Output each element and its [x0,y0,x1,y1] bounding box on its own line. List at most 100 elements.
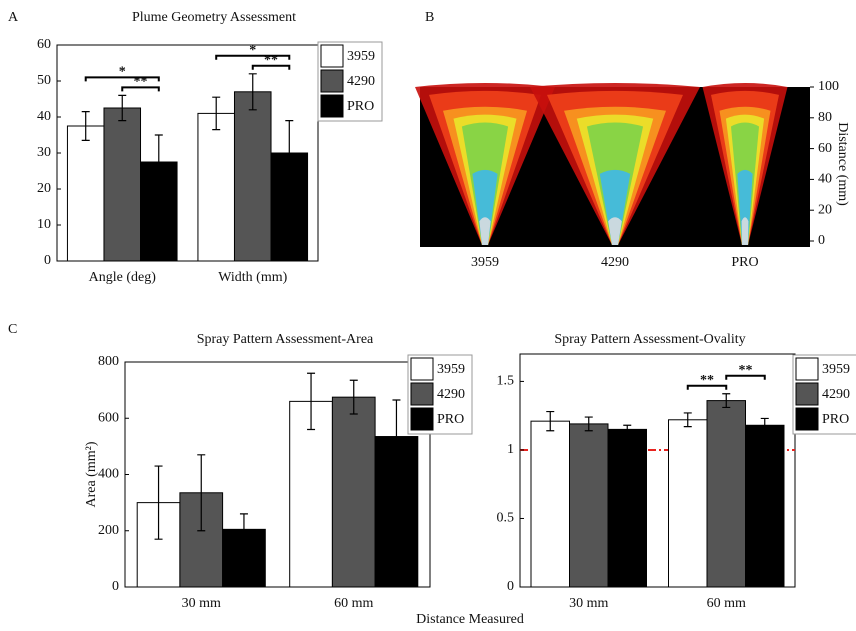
panel-label: C [8,322,17,337]
error-bar [154,465,163,540]
error-bar [760,417,769,433]
y-tick-label: 1 [507,442,514,457]
y-tick-label: 40 [37,109,51,124]
y-axis-label: Area (mm²) [84,441,99,507]
error-bar [307,372,316,431]
legend-swatch [410,407,434,431]
x-tick-label: PRO [731,255,758,270]
significance-bracket [215,54,291,60]
y-tick-label: 600 [98,410,119,425]
legend-label: PRO [347,99,374,114]
legend-swatch [320,94,344,118]
error-bar [248,73,257,111]
y-tick-label: 1.5 [497,374,515,389]
bar [197,112,235,262]
x-tick-label: 60 mm [334,596,373,611]
significance-label: * [119,65,126,80]
chart-title: Spray Pattern Assessment-Area [197,332,374,347]
legend-swatch [795,407,819,431]
y-tick-label: 40 [818,172,832,187]
y-tick-label: 0.5 [497,511,515,526]
x-tick-label: 30 mm [569,596,608,611]
plume [479,217,491,245]
legend-label: PRO [822,412,849,427]
y-tick-label: 0 [44,253,51,268]
y-tick-label: 400 [98,467,119,482]
y-tick-label: 60 [37,37,51,52]
error-bar [81,111,90,141]
significance-bracket [121,86,160,92]
plume [599,169,631,245]
plume [737,169,753,245]
x-tick-label: 60 mm [707,596,746,611]
significance-bracket [725,374,766,380]
legend-swatch [410,357,434,381]
x-tick-label: 4290 [601,255,629,270]
x-tick-label: 30 mm [182,596,221,611]
x-tick-label: Width (mm) [218,270,287,285]
error-bar [212,96,221,131]
legend-label: 3959 [822,362,850,377]
y-tick-label: 50 [37,73,51,88]
error-bar [722,393,731,409]
significance-bracket [686,384,728,390]
y-tick-label: 0 [507,579,514,594]
y-tick-label: 100 [818,79,839,94]
error-bar [584,416,593,432]
bar [569,423,609,588]
plume [608,217,622,245]
error-bar [546,410,555,432]
chart-title: Plume Geometry Assessment [132,10,296,25]
significance-bracket [251,64,291,70]
legend-label: 4290 [437,387,465,402]
y-tick-label: 200 [98,523,119,538]
error-bar [623,424,632,435]
error-bar [118,94,127,122]
y-tick-label: 20 [818,202,832,217]
plume [741,217,749,245]
error-bar [349,379,358,415]
panel-label: B [425,10,434,25]
y-tick-label: 80 [818,110,832,125]
y-tick-label: 800 [98,354,119,369]
legend-swatch [795,357,819,381]
legend-label: 4290 [822,387,850,402]
error-bar [239,513,248,546]
x-axis-label: Distance Measured [416,612,524,627]
y-tick-label: 0 [112,579,119,594]
y-tick-label: 0 [818,233,825,248]
panel-label: A [8,10,19,25]
legend-swatch [410,382,434,406]
significance-label: ** [739,363,753,378]
y-tick-label: 30 [37,145,51,160]
bar [331,396,376,588]
bar [103,107,142,262]
legend-swatch [320,69,344,93]
bar [66,125,105,262]
x-tick-label: 3959 [471,255,499,270]
plume [472,169,498,245]
bar [530,420,570,588]
legend-label: 3959 [437,362,465,377]
chart-title: Spray Pattern Assessment-Ovality [554,332,745,347]
significance-bracket [84,76,160,82]
bar [668,419,708,588]
y-tick-label: 20 [37,181,51,196]
bar [233,91,272,262]
legend-label: PRO [437,412,464,427]
legend-label: 4290 [347,74,375,89]
y-tick-label: 60 [818,141,832,156]
error-bar [197,454,206,532]
bar [745,424,785,588]
x-tick-label: Angle (deg) [89,270,157,285]
error-bar [392,399,401,474]
error-bar [285,120,294,186]
bar [607,428,647,588]
error-bar [154,134,163,190]
y-tick-label: 10 [37,217,51,232]
legend-swatch [320,44,344,68]
significance-label: * [249,43,256,58]
legend-swatch [795,382,819,406]
error-bar [683,412,692,428]
